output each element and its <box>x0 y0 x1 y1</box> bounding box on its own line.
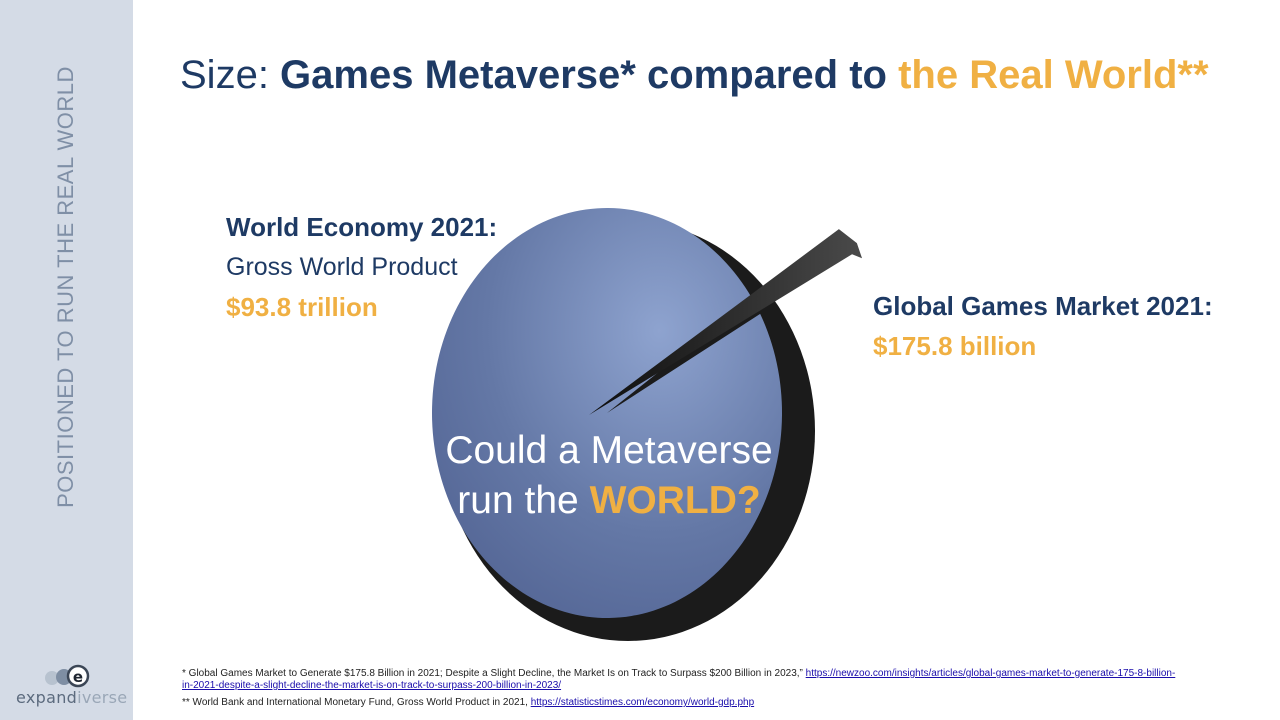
footnote-1-link[interactable]: https://newzoo.com/insights/articles/glo… <box>182 668 1176 691</box>
question-line-2-prefix: run the <box>457 479 590 522</box>
question-line-2: run the WORLD? <box>445 476 772 526</box>
label-world-title: World Economy 2021: <box>226 212 498 242</box>
title-bold: Games Metaverse* compared to <box>280 53 899 97</box>
title-prefix: Size: <box>180 53 281 97</box>
footnotes: * Global Games Market to Generate $175.8… <box>182 668 1182 709</box>
expandiverse-logo-icon: e <box>45 664 90 688</box>
svg-text:e: e <box>73 668 83 686</box>
footnote-2: ** World Bank and International Monetary… <box>182 697 1182 709</box>
question-line-1: Could a Metaverse <box>445 429 773 472</box>
label-games-value: $175.8 billion <box>873 331 1037 361</box>
footnote-1-text: * Global Games Market to Generate $175.8… <box>182 668 806 679</box>
page-title: Size: Games Metaverse* compared to the R… <box>180 50 1209 100</box>
footnote-2-link[interactable]: https://statisticstimes.com/economy/worl… <box>530 697 755 708</box>
footnote-1: * Global Games Market to Generate $175.8… <box>182 668 1182 692</box>
sidebar: POSITIONED TO RUN THE REAL WORLD e expan… <box>0 0 133 720</box>
title-highlight: the Real World** <box>898 53 1209 97</box>
logo-prefix: expand <box>16 688 78 707</box>
pie-slice-world <box>431 208 783 619</box>
footnote-2-text: ** World Bank and International Monetary… <box>182 697 531 708</box>
center-question: Could a Metaverse run the WORLD? <box>445 426 772 526</box>
label-world-value: $93.8 trillion <box>226 292 378 322</box>
logo-suffix: iverse <box>77 688 128 707</box>
label-games-title: Global Games Market 2021: <box>873 291 1213 321</box>
label-world: World Economy 2021: Gross World Product … <box>226 207 497 327</box>
label-world-subtitle: Gross World Product <box>226 253 458 281</box>
logo-wordmark: expandiverse <box>16 688 127 707</box>
pie-slice-games <box>589 229 863 415</box>
question-highlight: WORLD? <box>589 479 761 522</box>
label-games: Global Games Market 2021: $175.8 billion <box>873 286 1213 366</box>
